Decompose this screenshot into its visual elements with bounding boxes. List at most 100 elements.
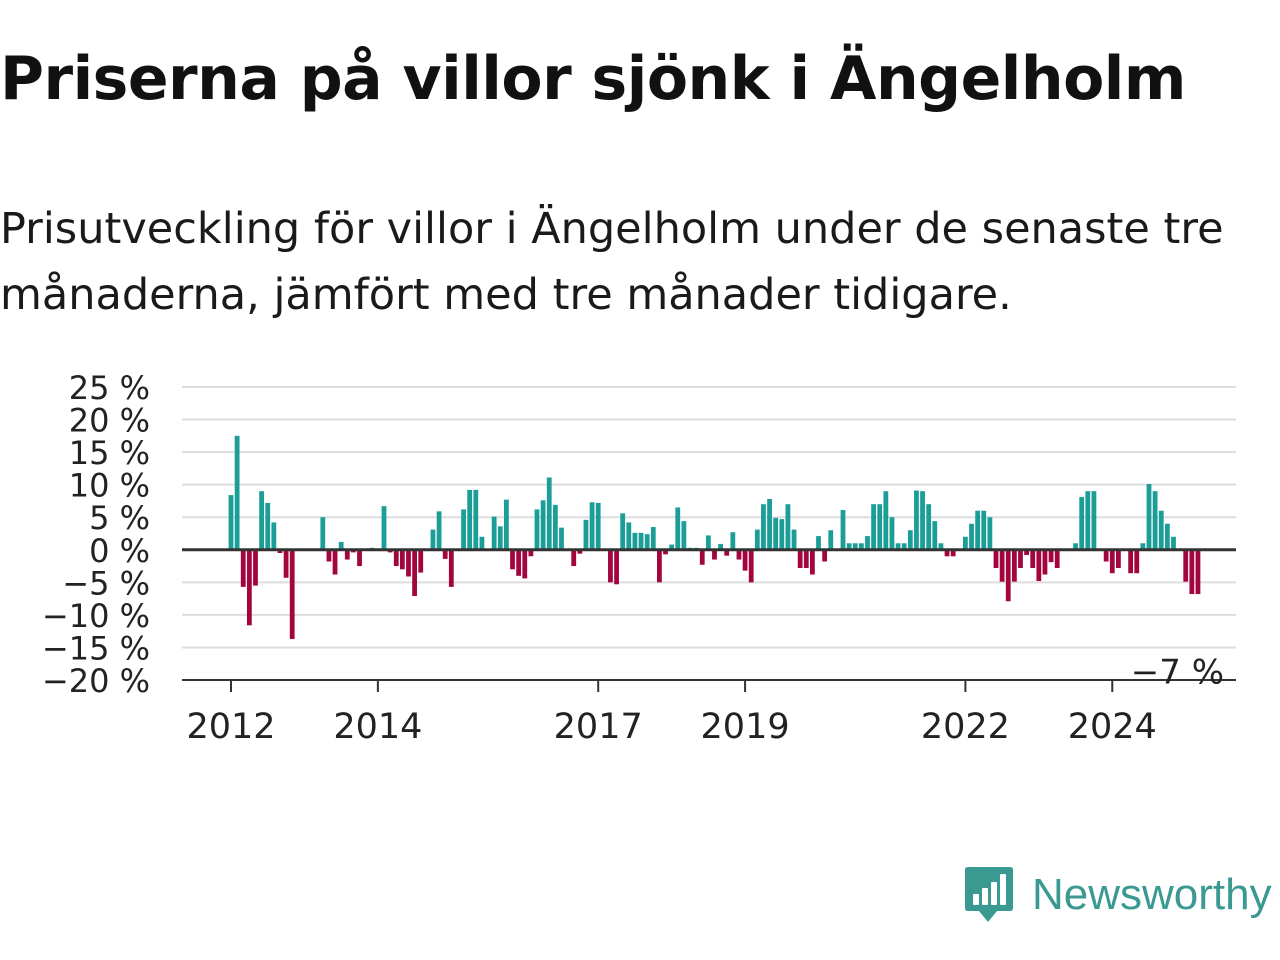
bar xyxy=(1171,536,1176,550)
bar xyxy=(504,499,509,550)
bar xyxy=(785,504,791,550)
bar xyxy=(1146,484,1152,550)
latest-value-annotation: −7 % xyxy=(1131,652,1224,692)
bar xyxy=(981,510,987,550)
bar xyxy=(1005,549,1011,602)
bar xyxy=(840,510,846,550)
bar xyxy=(987,517,993,550)
y-tick-label: 15 % xyxy=(69,434,150,472)
bar xyxy=(595,502,601,550)
bar xyxy=(522,549,528,579)
bar xyxy=(975,510,981,550)
bar xyxy=(528,549,534,557)
bar xyxy=(436,511,442,550)
bar xyxy=(1134,549,1140,574)
bar xyxy=(497,526,503,550)
bar xyxy=(1024,549,1029,555)
bar xyxy=(546,477,552,550)
bar xyxy=(461,509,466,550)
bar xyxy=(283,549,289,578)
bar xyxy=(1091,491,1097,550)
brand-name: Newsworthy xyxy=(1032,870,1272,919)
y-axis-tick-labels: 25 %20 %15 %10 %5 %0 %−5 %−10 %−15 %−20 … xyxy=(42,369,150,700)
bar xyxy=(332,549,338,575)
x-tick-label: 2014 xyxy=(333,707,422,747)
bar xyxy=(1140,543,1146,550)
x-tick-label: 2019 xyxy=(701,707,790,747)
bar xyxy=(1109,549,1115,574)
bar xyxy=(705,535,711,550)
bar xyxy=(1103,549,1109,562)
bar xyxy=(552,504,558,550)
bar xyxy=(406,549,411,577)
bar xyxy=(534,509,540,550)
bar xyxy=(865,536,870,550)
y-tick-label: 0 % xyxy=(89,532,150,570)
y-tick-label: −15 % xyxy=(42,629,150,667)
bar xyxy=(246,549,252,626)
bar xyxy=(344,549,350,560)
bar xyxy=(938,543,944,550)
bar xyxy=(418,549,424,573)
x-tick-label: 2024 xyxy=(1068,707,1157,747)
bar xyxy=(1073,543,1078,550)
bar xyxy=(448,549,454,587)
bar xyxy=(993,549,999,569)
bar xyxy=(858,543,864,550)
bar xyxy=(657,549,662,583)
bar xyxy=(803,549,809,569)
bar xyxy=(559,527,564,550)
bar xyxy=(1158,510,1164,550)
bar xyxy=(234,435,240,550)
bar xyxy=(393,549,399,567)
bar xyxy=(669,544,675,550)
y-tick-label: −10 % xyxy=(42,597,150,635)
bar xyxy=(791,529,797,550)
bar xyxy=(577,549,583,554)
bar xyxy=(277,549,283,554)
bar xyxy=(1116,549,1121,569)
bar xyxy=(773,517,779,550)
bar xyxy=(271,522,277,550)
bar xyxy=(889,517,895,550)
newsworthy-logo-icon xyxy=(965,867,1013,922)
bar xyxy=(491,516,497,550)
bar xyxy=(253,549,258,586)
bar xyxy=(846,543,852,550)
bar xyxy=(907,530,913,550)
bar xyxy=(730,532,736,550)
bar xyxy=(895,543,901,550)
bar xyxy=(969,523,974,550)
bar xyxy=(1189,549,1195,595)
bar xyxy=(828,530,834,550)
bar xyxy=(681,521,687,550)
bar xyxy=(571,549,577,567)
bar xyxy=(914,490,919,550)
bar xyxy=(430,529,436,550)
y-tick-label: 25 % xyxy=(69,369,150,407)
bar xyxy=(644,534,650,550)
bar xyxy=(901,543,907,550)
bar xyxy=(950,549,956,557)
bar xyxy=(589,502,595,550)
bar xyxy=(510,549,515,570)
bar xyxy=(663,549,668,555)
bar xyxy=(718,543,723,550)
bar xyxy=(608,549,613,583)
x-tick-label: 2022 xyxy=(921,707,1010,747)
bar xyxy=(1018,549,1023,569)
bar xyxy=(779,519,785,550)
bar xyxy=(852,543,858,550)
chart-subtitle: Prisutveckling för villor i Ängelholm un… xyxy=(0,204,1224,320)
bar xyxy=(1011,549,1017,582)
bar xyxy=(748,549,754,583)
x-tick-label: 2017 xyxy=(554,707,643,747)
bar xyxy=(724,549,730,556)
bar xyxy=(1164,523,1170,550)
bar xyxy=(675,507,681,550)
bar xyxy=(944,549,950,557)
bar xyxy=(822,549,828,562)
bar xyxy=(1152,491,1158,550)
bar xyxy=(412,549,417,597)
bar xyxy=(1085,491,1091,550)
